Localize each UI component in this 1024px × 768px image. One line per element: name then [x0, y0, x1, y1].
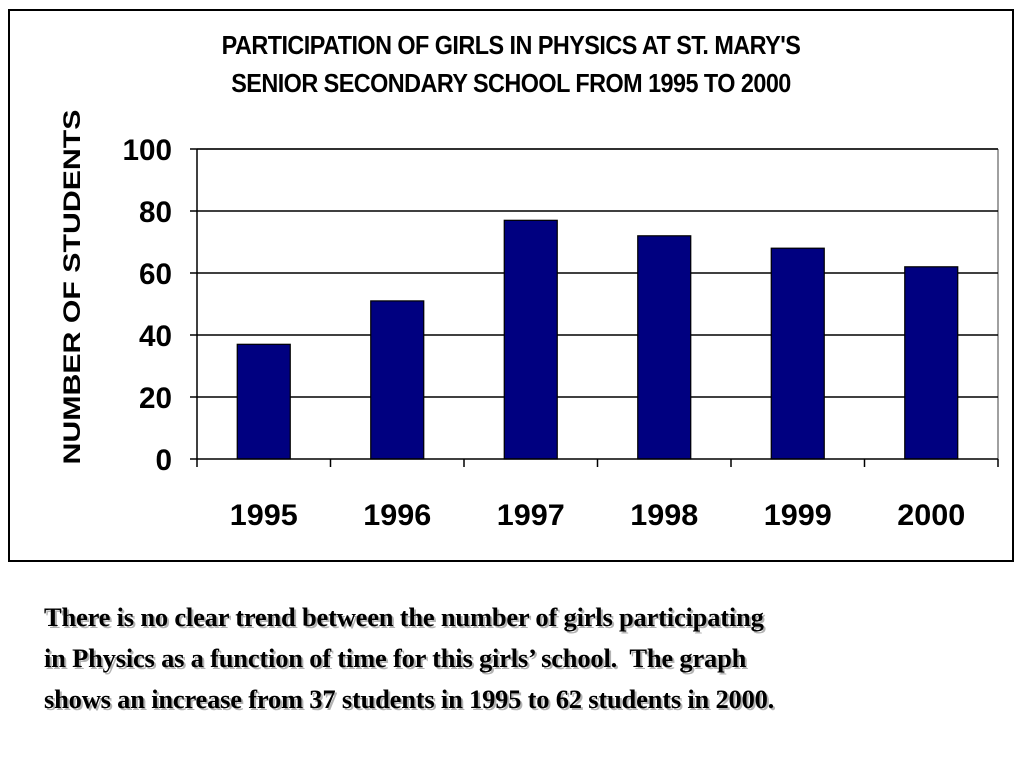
caption-line-2: in Physics as a function of time for thi… — [44, 643, 747, 673]
y-tick-label: 60 — [139, 258, 172, 291]
chart-title-line-1: PARTICIPATION OF GIRLS IN PHYSICS AT ST.… — [221, 30, 801, 60]
chart-title: PARTICIPATION OF GIRLS IN PHYSICS AT ST.… — [60, 26, 962, 102]
x-tick-label-2000: 2000 — [897, 499, 965, 532]
bar-2000 — [904, 266, 959, 460]
bar-chart: 0 20 40 60 80 100 1995 1996 1997 1998 1999 2000 NUMB… — [59, 110, 999, 532]
caption-line-3: shows an increase from 37 students in 19… — [44, 684, 775, 714]
bar-1998 — [637, 235, 692, 460]
bar-1995 — [236, 343, 291, 460]
y-axis-label: NUMBER OF STUDENTS — [59, 110, 86, 465]
y-tick-label: 0 — [156, 444, 173, 477]
x-tick-label-1999: 1999 — [764, 499, 832, 532]
y-tick-label: 20 — [139, 382, 172, 415]
caption-line-1: There is no clear trend between the numb… — [44, 602, 764, 632]
bar-1997 — [503, 219, 558, 460]
bar-1999 — [770, 247, 825, 460]
y-tick-label: 40 — [139, 320, 172, 353]
x-tick-label-1995: 1995 — [230, 499, 298, 532]
chart-title-line-2: SENIOR SECONDARY SCHOOL FROM 1995 TO 200… — [231, 68, 791, 98]
caption: There is no clear trend between the numb… — [44, 597, 1019, 720]
chart-frame: PARTICIPATION OF GIRLS IN PHYSICS AT ST.… — [8, 9, 1014, 562]
x-tick-label-1998: 1998 — [630, 499, 698, 532]
y-tick-label: 100 — [123, 134, 173, 167]
x-tick-label-1997: 1997 — [497, 499, 565, 532]
y-tick-label: 80 — [139, 196, 172, 229]
bar-1996 — [370, 300, 425, 460]
x-tick-label-1996: 1996 — [363, 499, 431, 532]
